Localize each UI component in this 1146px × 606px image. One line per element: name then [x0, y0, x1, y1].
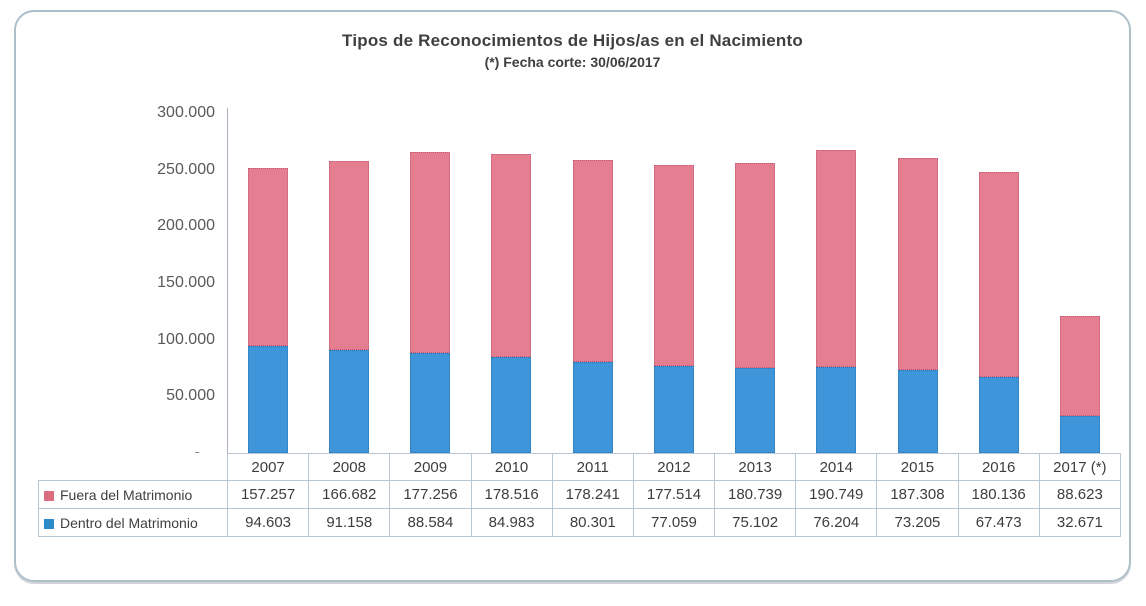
y-tick-label: 50.000 — [166, 387, 215, 405]
chart-subtitle: (*) Fecha corte: 30/06/2017 — [484, 54, 661, 70]
y-axis-line — [227, 108, 228, 453]
bar-segment-2014-fuera — [816, 150, 857, 367]
series-label-cell: Fuera del Matrimonio — [38, 480, 228, 509]
value-cell: 178.241 — [551, 480, 634, 509]
value-cell: 76.204 — [795, 508, 878, 537]
chart-frame — [14, 10, 1131, 582]
y-tick-label: 100.000 — [157, 330, 215, 348]
legend-swatch-icon — [44, 490, 54, 501]
plot-area — [228, 113, 1122, 453]
value-cell: 88.584 — [389, 508, 472, 537]
value-cell: 187.308 — [876, 480, 959, 509]
value-cell: 32.671 — [1038, 508, 1122, 537]
data-table: 2007 2008 2009 2010 2011 2012 2013 2014 2015 2016… — [38, 453, 1122, 537]
bar-segment-2014-dentro — [816, 366, 857, 453]
bar-segment-2008-dentro — [328, 349, 369, 453]
year-header-cell: 2010 — [470, 453, 553, 481]
bar-segment-2017-dentro — [1060, 415, 1100, 453]
value-cell: 88.623 — [1038, 480, 1122, 509]
series-label: Dentro del Matrimonio — [60, 514, 198, 531]
bar-segment-2010-dentro — [491, 356, 532, 453]
year-header-cell: 2012 — [632, 453, 716, 481]
value-cell: 73.205 — [876, 508, 959, 537]
bar-segment-2011-fuera — [572, 160, 613, 362]
value-cell: 77.059 — [632, 508, 716, 537]
bar-segment-2008-fuera — [328, 160, 369, 350]
series-label-cell: Dentro del Matrimonio — [38, 508, 228, 537]
bar-segment-2009-fuera — [410, 151, 450, 353]
value-cell: 180.136 — [957, 480, 1040, 509]
year-header-cell: 2008 — [308, 453, 391, 481]
value-cell: 94.603 — [226, 508, 310, 537]
value-cell: 80.301 — [551, 508, 634, 537]
value-cell: 67.473 — [957, 508, 1040, 537]
year-header-cell: 2015 — [876, 453, 959, 481]
bar-segment-2012-fuera — [653, 164, 694, 366]
bar-segment-2017-fuera — [1060, 315, 1100, 416]
year-header-cell: 2017 (*) — [1038, 453, 1122, 481]
bar-segment-2011-dentro — [572, 362, 613, 453]
bar-segment-2009-dentro — [410, 352, 450, 453]
value-cell: 75.102 — [714, 508, 797, 537]
bar-segment-2007-dentro — [247, 345, 288, 453]
y-tick-label: 150.000 — [157, 274, 215, 291]
value-cell: 84.983 — [470, 508, 553, 537]
year-header-cell: 2011 — [551, 453, 634, 481]
legend-swatch-icon — [44, 518, 54, 529]
bar-segment-2015-fuera — [897, 157, 938, 371]
year-header-cell: 2013 — [714, 453, 797, 481]
series-label: Fuera del Matrimonio — [60, 486, 193, 503]
bar-segment-2016-dentro — [978, 376, 1019, 453]
year-header-cell: 2009 — [389, 453, 472, 481]
bar-segment-2015-dentro — [897, 370, 938, 453]
table-row: Dentro del Matrimonio 94.603 91.158 88.584 8… — [38, 508, 1122, 537]
value-cell: 91.158 — [308, 508, 391, 537]
bar-segment-2016-fuera — [978, 172, 1019, 377]
year-header-cell: 2014 — [795, 453, 878, 481]
bar-segment-2013-dentro — [735, 367, 775, 453]
table-row: Fuera del Matrimonio 157.257 166.682 177.25… — [38, 480, 1122, 509]
year-header-cell: 2016 — [957, 453, 1040, 481]
value-cell: 177.256 — [389, 480, 472, 509]
bar-segment-2013-fuera — [735, 163, 775, 368]
value-cell: 166.682 — [308, 480, 391, 509]
bar-segment-2010-fuera — [491, 154, 532, 357]
chart-title: Tipos de Reconocimientos de Hijos/as en … — [342, 31, 803, 50]
value-cell: 177.514 — [632, 480, 716, 509]
value-cell: 180.739 — [714, 480, 797, 509]
y-tick-label: 200.000 — [157, 217, 215, 235]
y-tick-label: - — [88, 443, 200, 463]
value-cell: 178.516 — [470, 480, 553, 509]
y-tick-label: 300.000 — [157, 104, 215, 121]
bar-segment-2012-dentro — [653, 365, 694, 453]
y-tick-label: 250.000 — [157, 160, 215, 178]
table-corner-cell — [39, 454, 228, 481]
value-cell: 157.257 — [226, 480, 310, 509]
year-header-cell: 2007 — [226, 453, 310, 481]
value-cell: 190.749 — [795, 480, 878, 509]
bar-segment-2007-fuera — [247, 167, 288, 346]
